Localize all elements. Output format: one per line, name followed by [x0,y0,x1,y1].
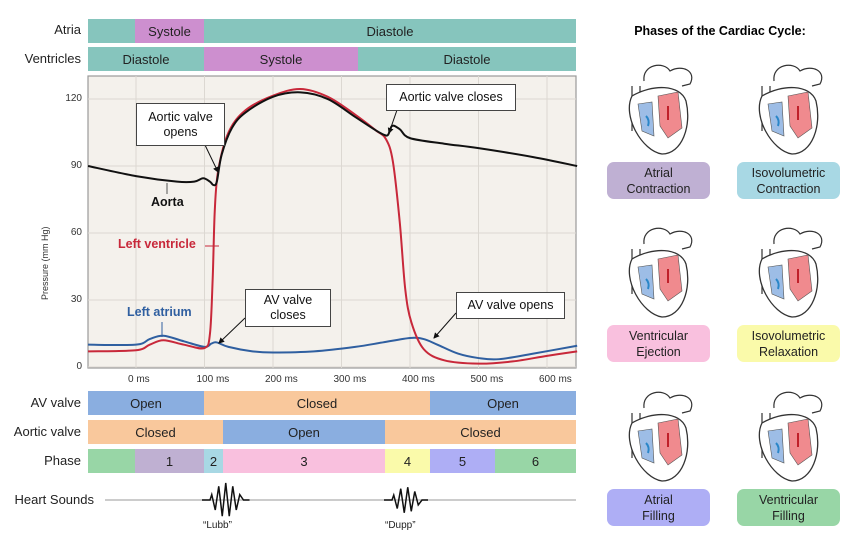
aortic-valve-opens-callout: Aortic valve opens [136,103,225,146]
y-tick-label: 0 [76,361,82,372]
phase-segment [88,449,135,473]
left-ventricle-curve [88,87,578,365]
left-atrium-curve [88,334,578,361]
callout-arrow [204,144,219,173]
aortic-valve-segment: Closed [385,420,576,444]
x-tick-label: 200 ms [265,374,298,385]
y-tick-label: 90 [70,160,82,172]
phase-name-line1: Ventricular [758,492,819,507]
phase-name-line1: Ventricular [628,328,689,343]
phase-name-line2: Filling [772,508,805,523]
phase-segment: 5 [430,449,495,473]
phase-name-line1: Atrial [644,492,673,507]
atria-segment: Systole [135,19,204,43]
x-tick-label: 600 ms [539,374,572,385]
lubb-label: “Lubb” [203,520,232,531]
x-tick-label: 300 ms [333,374,367,385]
phase-card-3: Ventricular Ejection [607,325,710,362]
phase-segment: 3 [223,449,385,473]
aorta-curve [87,91,578,187]
av-valve-label: AV valve [30,395,81,410]
heart-illustration-icon [758,64,823,155]
y-tick-label: 60 [70,227,82,239]
phase-segment: 1 [135,449,204,473]
heart-illustration-icon [628,227,693,318]
av-valve-closes-callout: AV valve closes [245,289,331,327]
ventricles-segment: Diastole [88,47,204,71]
pressure-chart [87,75,578,517]
phase-name-line2: Filling [642,508,675,523]
atria-segment [88,19,135,43]
left-ventricle-label: Left ventricle [118,237,196,251]
heart-illustration-icon [628,64,693,155]
x-tick-label: 100 ms [196,374,230,385]
phase-card-text: Isovolumetric Relaxation [752,328,826,360]
phase-segment: 2 [204,449,223,473]
phase-card-text: Ventricular Filling [759,492,818,524]
x-tick-label: 0 ms [128,374,150,385]
aortic-valve-segment: Open [223,420,385,444]
x-tick-label: 400 ms [402,374,435,385]
ventricles-label: Ventricles [24,51,81,66]
aortic-valve-closes-callout: Aortic valve closes [386,84,516,111]
phase-name-line2: Contraction [626,181,691,196]
y-axis-label: Pressure (mm Hg) [40,226,50,300]
dupp-waveform [384,487,428,513]
dupp-label: “Dupp” [385,520,416,531]
x-tick-label: 500 ms [470,374,504,385]
callout-arrow [218,317,246,344]
callout-line: Aortic valve [148,109,213,124]
phases-title: Phases of the Cardiac Cycle: [634,24,806,38]
lubb-waveform [202,482,250,517]
phase-card-text: Atrial Filling [642,492,675,524]
left-atrium-label: Left atrium [127,305,192,319]
heart-illustration-icon [628,391,693,482]
phase-card-4: Isovolumetric Relaxation [737,325,840,362]
atria-segment: Diastole [204,19,576,43]
phase-segment: 6 [495,449,576,473]
callout-arrow [387,109,398,134]
phase-card-text: Isovolumetric Contraction [752,165,826,197]
phase-name-line2: Ejection [636,344,681,359]
phase-name-line1: Isovolumetric [751,165,826,180]
phase-card-1: Atrial Contraction [607,162,710,199]
av-valve-segment: Closed [204,391,430,415]
phase-card-6: Ventricular Filling [737,489,840,526]
atria-label: Atria [54,22,81,37]
callout-line: AV valve [263,293,313,307]
phase-card-text: Atrial Contraction [627,165,691,197]
y-tick-label: 30 [70,294,82,305]
callout-arrow [433,312,457,339]
aortic-valve-label: Aortic valve [13,424,81,439]
phase-name-line1: Atrial [644,165,673,180]
aorta-label: Aorta [151,195,184,209]
ventricles-segment: Systole [204,47,358,71]
phase-name-line1: Isovolumetric [751,328,826,343]
av-valve-segment: Open [88,391,204,415]
heart-illustration-icon [758,391,823,482]
heart-sounds-label: Heart Sounds [14,492,95,507]
heart-illustration-icon [758,227,823,318]
callout-line: opens [163,124,198,139]
av-valve-opens-callout: AV valve opens [456,292,565,319]
phase-name-line2: Relaxation [758,344,819,359]
y-tick-label: 120 [65,93,82,105]
ventricles-segment: Diastole [358,47,576,71]
av-valve-segment: Open [430,391,576,415]
phase-card-2: Isovolumetric Contraction [737,162,840,199]
aortic-valve-segment: Closed [88,420,223,444]
phase-card-text: Ventricular Ejection [629,328,688,360]
phase-card-5: Atrial Filling [607,489,710,526]
phase-label: Phase [44,453,81,468]
phase-name-line2: Contraction [756,181,821,196]
phase-segment: 4 [385,449,430,473]
callout-line: closes [270,308,306,322]
